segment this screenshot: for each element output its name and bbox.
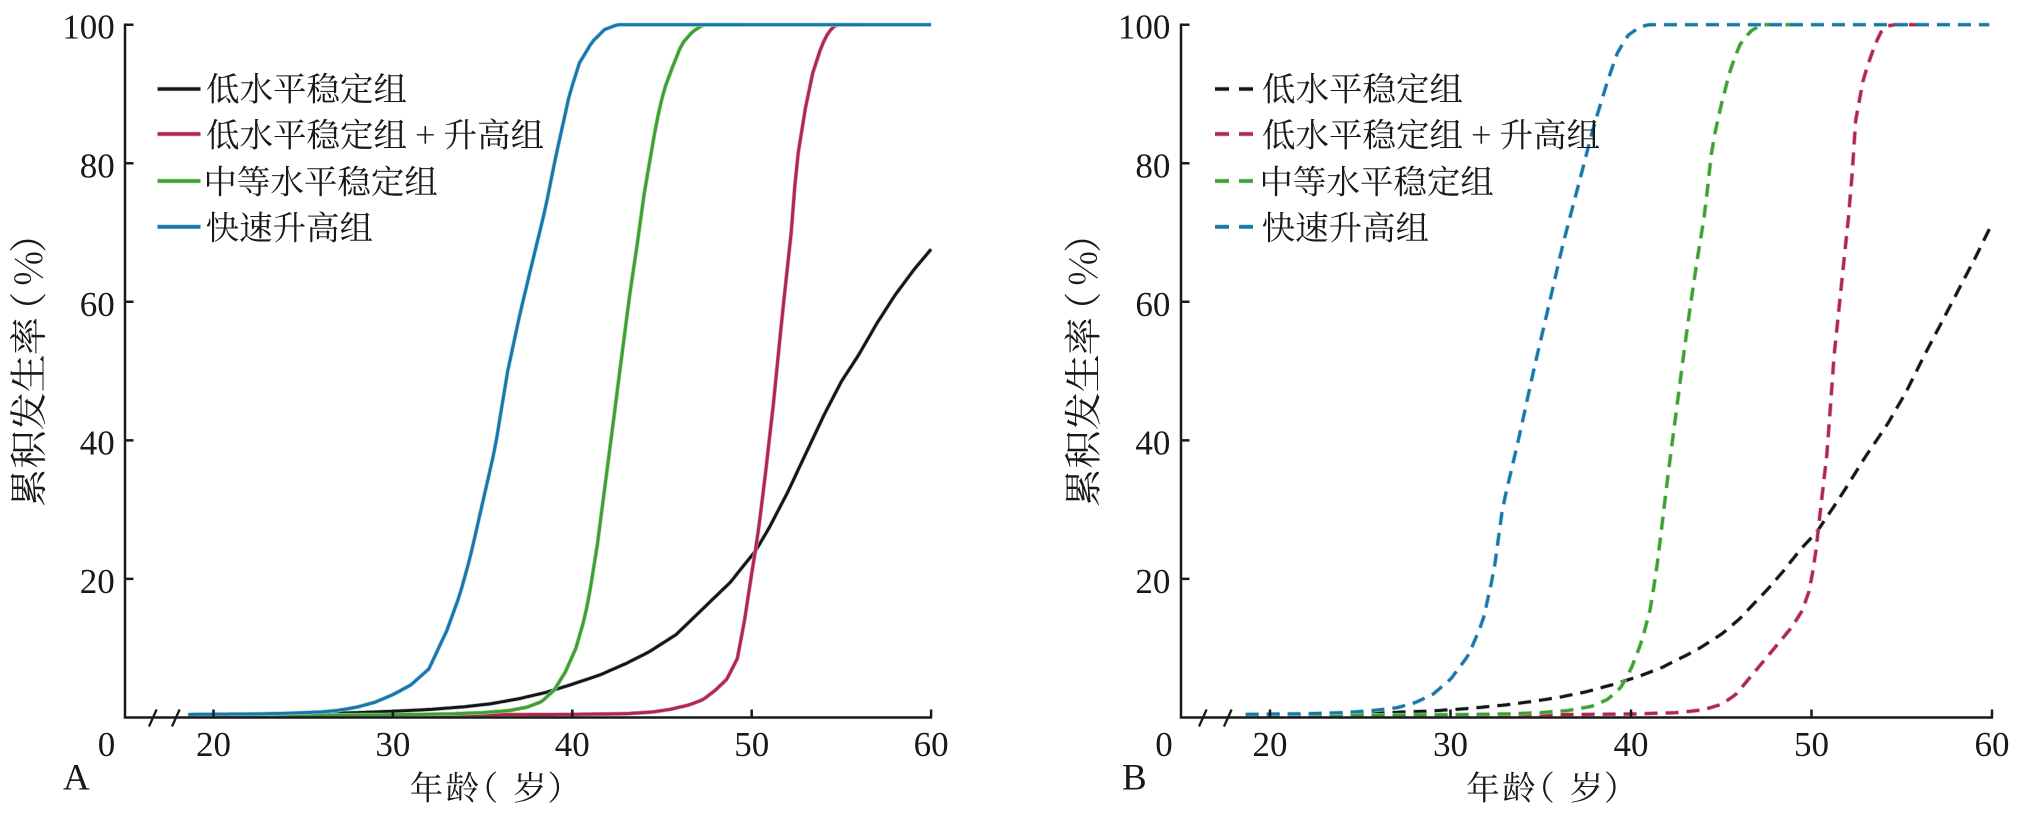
svg-text:80: 80 bbox=[80, 146, 115, 185]
svg-text:60: 60 bbox=[1135, 285, 1170, 324]
svg-text:20: 20 bbox=[1253, 725, 1288, 764]
svg-text:20: 20 bbox=[1135, 562, 1170, 601]
svg-text:100: 100 bbox=[62, 8, 115, 47]
svg-text:60: 60 bbox=[1975, 725, 2010, 764]
svg-text:0: 0 bbox=[98, 725, 116, 764]
svg-text:0: 0 bbox=[1155, 725, 1173, 764]
svg-text:50: 50 bbox=[1794, 725, 1829, 764]
svg-text:A: A bbox=[63, 758, 90, 799]
svg-text:20: 20 bbox=[80, 562, 115, 601]
svg-text:20: 20 bbox=[196, 725, 231, 764]
svg-text:80: 80 bbox=[1135, 146, 1170, 185]
svg-text:B: B bbox=[1122, 758, 1147, 799]
svg-text:40: 40 bbox=[1614, 725, 1649, 764]
svg-text:60: 60 bbox=[914, 725, 949, 764]
svg-text:50: 50 bbox=[734, 725, 769, 764]
svg-text:60: 60 bbox=[80, 285, 115, 324]
svg-text:100: 100 bbox=[1118, 8, 1171, 47]
svg-text:30: 30 bbox=[375, 725, 410, 764]
svg-text:40: 40 bbox=[555, 725, 590, 764]
svg-text:40: 40 bbox=[1135, 423, 1170, 462]
svg-text:40: 40 bbox=[80, 423, 115, 462]
svg-text:30: 30 bbox=[1433, 725, 1468, 764]
